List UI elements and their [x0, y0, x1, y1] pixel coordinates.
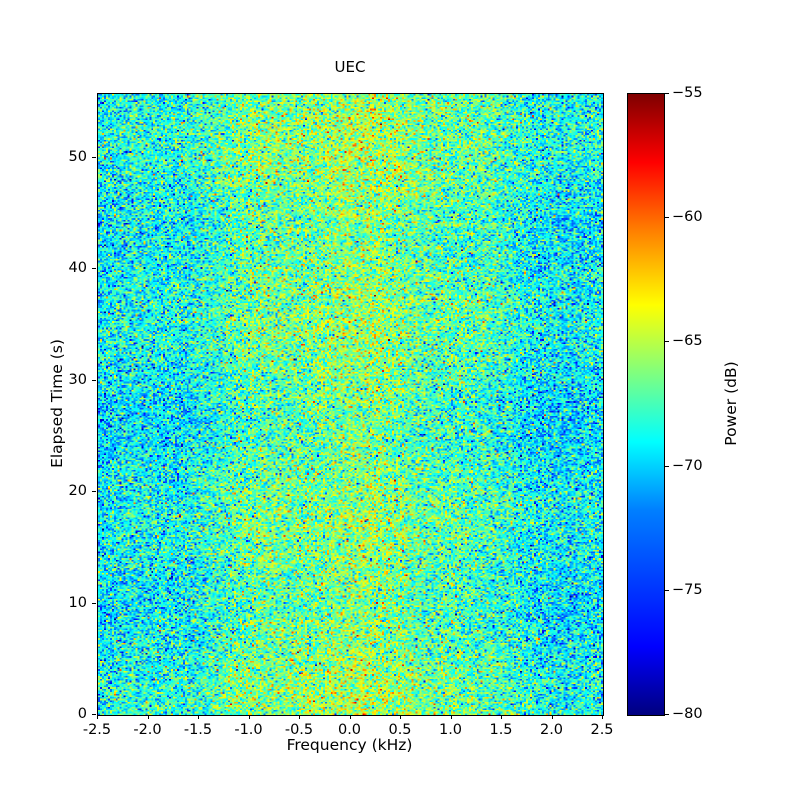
colorbar-tick-label: −60 [672, 209, 703, 226]
x-tick [501, 715, 502, 719]
colorbar-tick-label: −70 [672, 457, 703, 474]
colorbar [627, 93, 665, 716]
y-tick-label: 30 [68, 371, 87, 388]
x-tick-label: 0.0 [337, 722, 362, 738]
colorbar-tick-label: −80 [672, 706, 703, 722]
colorbar-tick [665, 93, 669, 94]
y-axis-label: Elapsed Time (s) [48, 339, 66, 468]
x-tick [198, 715, 199, 719]
colorbar-tick [665, 714, 669, 715]
x-tick-label: -1.5 [183, 722, 213, 738]
y-tick-label: 10 [68, 594, 87, 611]
colorbar-label: Power (dB) [722, 361, 740, 446]
x-tick-label: -2.5 [82, 722, 112, 738]
y-tick [92, 156, 96, 158]
colorbar-gradient [628, 94, 664, 715]
x-tick-label: 1.5 [489, 722, 513, 738]
colorbar-tick [665, 341, 669, 343]
x-tick [450, 715, 452, 719]
colorbar-tick [665, 589, 669, 591]
colorbar-tick-label: −65 [672, 333, 703, 350]
x-tick-label: -0.5 [284, 722, 314, 738]
colorbar-tick [665, 465, 669, 467]
colorbar-tick-label: −75 [672, 581, 703, 598]
x-tick [602, 715, 603, 719]
y-tick [92, 379, 96, 381]
spectrogram-axes [97, 93, 604, 716]
y-tick [92, 602, 96, 604]
colorbar-tick [665, 217, 669, 219]
y-tick-label: 20 [68, 483, 87, 500]
y-tick-label: 40 [68, 260, 87, 277]
x-tick [147, 715, 149, 719]
x-tick [349, 715, 351, 719]
x-tick-label: 2.5 [590, 722, 614, 738]
x-tick [97, 715, 98, 719]
x-tick-label: 2.0 [539, 722, 564, 738]
y-tick-label: 50 [68, 148, 87, 165]
colorbar-tick-label: −55 [672, 85, 703, 101]
x-tick-label: -1.0 [234, 722, 263, 738]
spectrogram-image [98, 94, 603, 715]
x-axis-label: Frequency (kHz) [286, 736, 413, 754]
x-tick-label: 1.0 [438, 722, 463, 738]
x-tick [248, 715, 250, 719]
y-tick-label: 0 [77, 706, 87, 722]
x-tick-label: -2.0 [133, 722, 162, 738]
x-tick-label: 0.5 [388, 722, 412, 738]
x-tick [551, 715, 553, 719]
x-tick [400, 715, 401, 719]
x-tick [299, 715, 300, 719]
y-tick [92, 268, 96, 270]
title-station: UEC [334, 58, 366, 76]
y-tick [92, 491, 96, 493]
y-tick [92, 714, 96, 715]
